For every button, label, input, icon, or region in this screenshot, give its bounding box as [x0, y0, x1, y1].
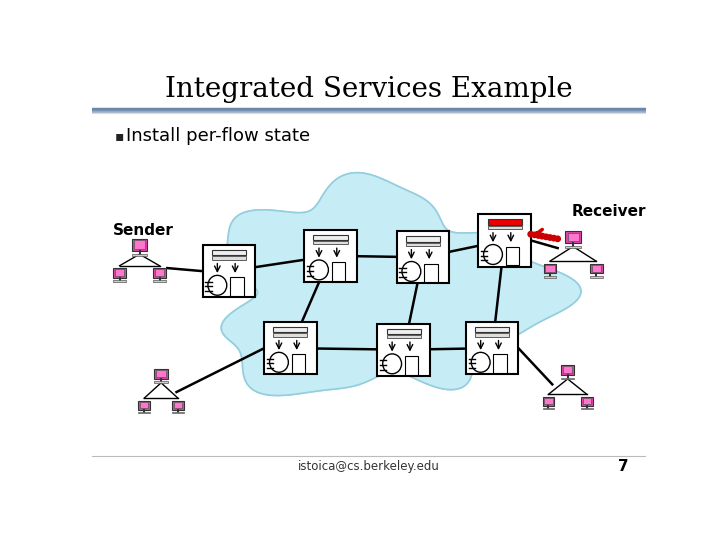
Circle shape — [555, 236, 560, 241]
FancyBboxPatch shape — [397, 231, 449, 284]
FancyBboxPatch shape — [172, 401, 184, 409]
FancyBboxPatch shape — [478, 214, 531, 267]
FancyBboxPatch shape — [156, 370, 166, 377]
Circle shape — [551, 235, 557, 241]
FancyBboxPatch shape — [475, 334, 509, 336]
FancyBboxPatch shape — [132, 239, 147, 251]
FancyBboxPatch shape — [466, 322, 518, 374]
FancyBboxPatch shape — [561, 377, 575, 380]
Circle shape — [547, 235, 553, 240]
FancyBboxPatch shape — [174, 402, 182, 408]
FancyBboxPatch shape — [212, 256, 246, 260]
FancyBboxPatch shape — [590, 264, 603, 273]
FancyBboxPatch shape — [292, 354, 305, 373]
Ellipse shape — [208, 275, 227, 295]
Text: Receiver: Receiver — [572, 204, 646, 219]
FancyBboxPatch shape — [155, 369, 168, 379]
FancyBboxPatch shape — [582, 398, 591, 404]
Text: Sender: Sender — [113, 223, 174, 238]
FancyBboxPatch shape — [487, 226, 521, 229]
FancyBboxPatch shape — [155, 381, 168, 383]
Text: istoica@cs.berkeley.edu: istoica@cs.berkeley.edu — [298, 460, 440, 473]
Ellipse shape — [484, 245, 503, 265]
FancyBboxPatch shape — [313, 235, 348, 240]
FancyBboxPatch shape — [138, 411, 150, 413]
Polygon shape — [221, 173, 581, 395]
Ellipse shape — [310, 260, 328, 280]
FancyBboxPatch shape — [493, 354, 507, 373]
FancyBboxPatch shape — [567, 233, 579, 241]
FancyBboxPatch shape — [544, 398, 552, 404]
FancyBboxPatch shape — [424, 264, 438, 282]
Circle shape — [528, 232, 534, 237]
FancyBboxPatch shape — [581, 397, 593, 406]
FancyBboxPatch shape — [544, 276, 557, 278]
FancyBboxPatch shape — [274, 327, 307, 333]
FancyBboxPatch shape — [565, 246, 580, 248]
FancyBboxPatch shape — [563, 366, 572, 373]
Text: 7: 7 — [618, 459, 629, 474]
FancyBboxPatch shape — [331, 262, 345, 281]
FancyBboxPatch shape — [487, 219, 521, 225]
Circle shape — [536, 233, 541, 238]
Ellipse shape — [383, 354, 402, 374]
FancyBboxPatch shape — [475, 327, 509, 333]
FancyBboxPatch shape — [313, 241, 348, 244]
Ellipse shape — [402, 261, 420, 281]
FancyBboxPatch shape — [387, 329, 420, 334]
FancyBboxPatch shape — [544, 264, 557, 273]
FancyBboxPatch shape — [543, 397, 554, 406]
FancyBboxPatch shape — [592, 265, 600, 272]
FancyBboxPatch shape — [113, 280, 126, 282]
FancyBboxPatch shape — [406, 237, 440, 241]
FancyBboxPatch shape — [590, 276, 603, 278]
FancyBboxPatch shape — [387, 335, 420, 338]
FancyBboxPatch shape — [230, 278, 243, 296]
FancyBboxPatch shape — [561, 365, 575, 375]
FancyBboxPatch shape — [155, 269, 164, 276]
FancyBboxPatch shape — [581, 408, 593, 409]
FancyBboxPatch shape — [153, 268, 166, 278]
FancyBboxPatch shape — [134, 240, 145, 249]
FancyBboxPatch shape — [406, 242, 440, 246]
Polygon shape — [221, 173, 581, 395]
FancyBboxPatch shape — [565, 231, 580, 243]
FancyBboxPatch shape — [274, 334, 307, 336]
FancyBboxPatch shape — [505, 247, 519, 266]
FancyBboxPatch shape — [153, 280, 166, 282]
FancyBboxPatch shape — [172, 411, 184, 413]
Circle shape — [532, 232, 537, 238]
FancyBboxPatch shape — [212, 250, 246, 255]
FancyBboxPatch shape — [405, 356, 418, 375]
Text: ▪: ▪ — [115, 129, 125, 143]
FancyBboxPatch shape — [305, 230, 356, 282]
FancyBboxPatch shape — [138, 401, 150, 409]
Ellipse shape — [472, 352, 490, 372]
Ellipse shape — [269, 352, 289, 372]
FancyBboxPatch shape — [543, 408, 554, 409]
Circle shape — [544, 234, 549, 240]
Text: Integrated Services Example: Integrated Services Example — [165, 76, 573, 103]
FancyBboxPatch shape — [140, 402, 148, 408]
FancyBboxPatch shape — [264, 322, 317, 374]
FancyBboxPatch shape — [132, 254, 147, 255]
FancyBboxPatch shape — [203, 245, 255, 298]
FancyBboxPatch shape — [115, 269, 124, 276]
FancyBboxPatch shape — [377, 323, 430, 376]
Circle shape — [539, 233, 545, 239]
Text: Install per-flow state: Install per-flow state — [126, 127, 310, 145]
FancyBboxPatch shape — [545, 265, 554, 272]
FancyBboxPatch shape — [113, 268, 126, 278]
